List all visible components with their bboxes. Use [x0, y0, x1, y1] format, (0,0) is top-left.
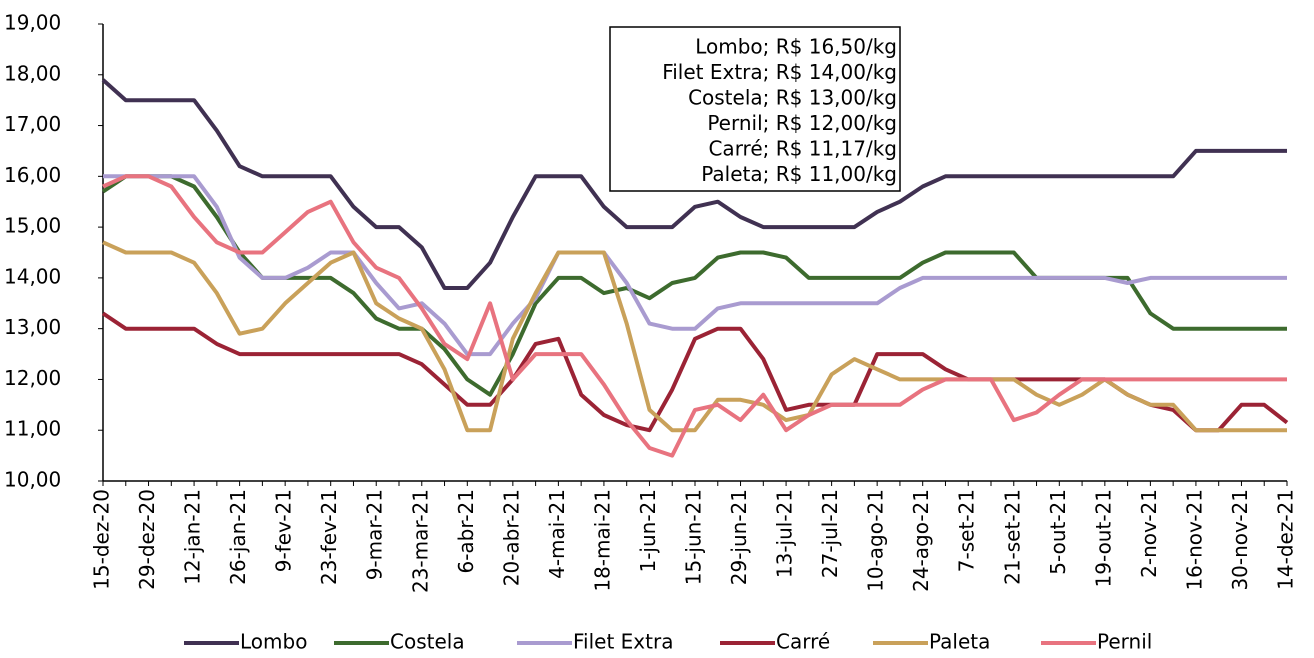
x-tick-label: 15-jun-21: [682, 489, 706, 585]
series-line: [103, 174, 1287, 357]
x-tick-label: 19-out-21: [1091, 489, 1115, 587]
series-line: [102, 240, 1287, 433]
x-tick-label: 23-mar-21: [408, 489, 432, 593]
y-tick-label: 18,00: [4, 61, 61, 85]
annotation: Pernil; R$ 12,00/kg: [707, 111, 897, 135]
x-tick-label: 14-dez-21: [1274, 489, 1298, 590]
annotation: Filet Extra; R$ 14,00/kg: [662, 60, 897, 84]
x-tick-label: 6-abr-21: [454, 489, 478, 574]
x-tick-label: 18-mai-21: [590, 489, 614, 592]
x-tick-label: 13-jul-21: [773, 489, 797, 578]
y-tick-label: 11,00: [4, 417, 61, 441]
x-tick-label: 23-fev-21: [317, 489, 341, 585]
x-tick-label: 4-mai-21: [545, 489, 569, 579]
x-tick-label: 7-set-21: [955, 489, 979, 572]
annotation: Paleta; R$ 11,00/kg: [701, 162, 897, 186]
annotation-box: [609, 26, 901, 192]
y-tick-label: 10,00: [4, 468, 61, 492]
y-tick-label: 14,00: [4, 264, 61, 288]
legend-label: Costela: [390, 630, 465, 654]
legend-label: Paleta: [929, 630, 990, 654]
series-line: [101, 78, 1287, 290]
legend-label: Lombo: [240, 630, 307, 654]
x-tick-label: 24-ago-21: [909, 489, 933, 592]
y-tick-label: 16,00: [4, 163, 61, 187]
annotation: Carré; R$ 11,17/kg: [708, 137, 897, 161]
annotation: Costela; R$ 13,00/kg: [688, 86, 897, 110]
y-tick-label: 17,00: [4, 112, 61, 136]
x-tick-label: 10-ago-21: [864, 489, 888, 592]
x-tick-label: 5-out-21: [1046, 489, 1070, 575]
x-tick-label: 12-jan-21: [181, 489, 205, 585]
x-tick-label: 2-nov-21: [1137, 489, 1161, 578]
x-tick-label: 29-dez-20: [135, 489, 159, 590]
x-tick-label: 29-jun-21: [727, 489, 751, 585]
x-tick-label: 30-nov-21: [1228, 489, 1252, 591]
x-tick-label: 27-jul-21: [818, 489, 842, 578]
x-tick-label: 16-nov-21: [1182, 489, 1206, 591]
x-tick-label: 20-abr-21: [499, 489, 523, 586]
y-tick-label: 13,00: [4, 315, 61, 339]
y-tick-label: 15,00: [4, 214, 61, 238]
x-tick-label: 21-set-21: [1000, 489, 1024, 585]
legend-label: Filet Extra: [573, 630, 673, 654]
x-tick-label: 15-dez-20: [90, 489, 114, 590]
legend-label: Pernil: [1097, 630, 1152, 654]
y-tick-label: 19,00: [4, 11, 61, 35]
x-tick-label: 1-jun-21: [636, 489, 660, 573]
annotation: Lombo; R$ 16,50/kg: [695, 35, 897, 59]
x-tick-label: 26-jan-21: [226, 489, 250, 585]
x-tick-label: 9-fev-21: [272, 489, 296, 572]
y-tick-label: 12,00: [4, 366, 61, 390]
series-line: [102, 174, 1287, 458]
legend-label: Carré: [776, 630, 830, 654]
x-tick-label: 9-mar-21: [363, 489, 387, 580]
